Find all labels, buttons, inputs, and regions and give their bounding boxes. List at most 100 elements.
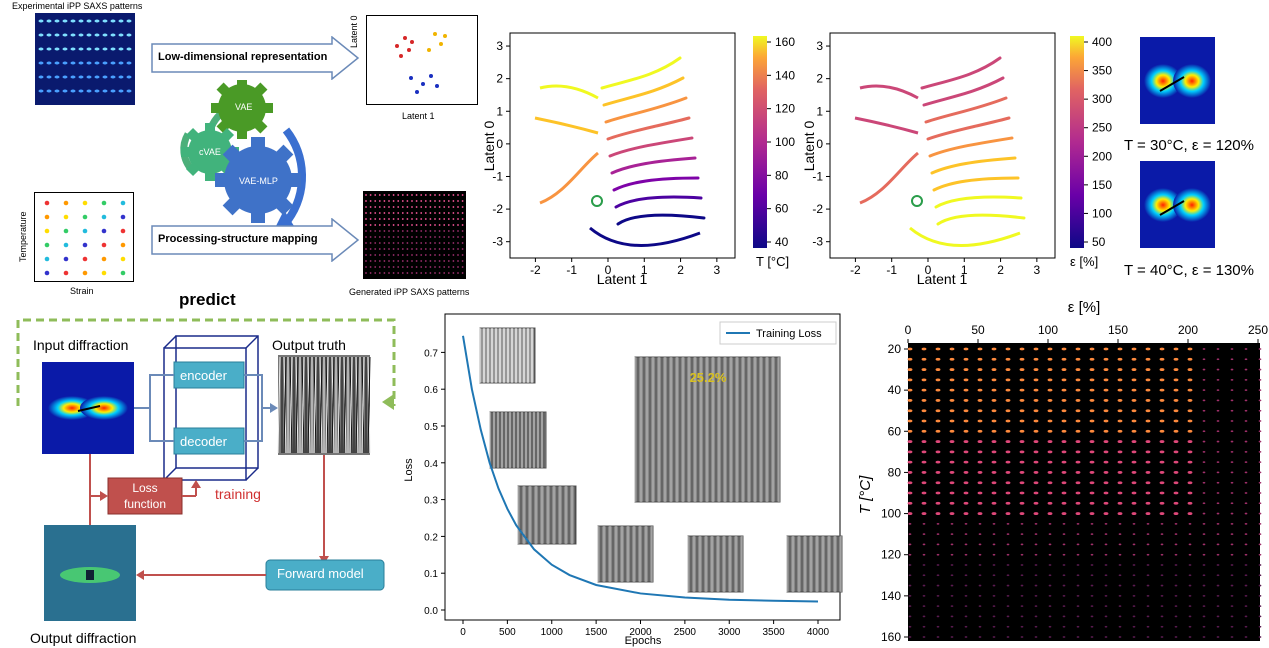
heatmap-dot bbox=[1159, 368, 1165, 371]
heatmap-dot bbox=[935, 399, 941, 402]
heatmap-dot bbox=[1174, 553, 1178, 556]
latent-curve bbox=[930, 156, 1017, 175]
heatmap-dot bbox=[1117, 501, 1123, 505]
heatmap-dot bbox=[1244, 440, 1248, 443]
heatmap-dot bbox=[1216, 409, 1220, 412]
generated-dot bbox=[383, 206, 386, 208]
ts-dot bbox=[120, 242, 126, 248]
generated-dot bbox=[388, 236, 390, 238]
heatmap-dot bbox=[1019, 471, 1025, 474]
heatmap-dot bbox=[935, 409, 941, 413]
heatmap-dot bbox=[964, 615, 968, 618]
heatmap-dot bbox=[964, 564, 968, 566]
heatmap-dot bbox=[1089, 419, 1095, 423]
generated-dot bbox=[461, 200, 464, 202]
heatmap-dot bbox=[1089, 357, 1095, 361]
heatmap-dot bbox=[1104, 553, 1108, 556]
heatmap-dot bbox=[907, 419, 913, 423]
x-tick-label: 3 bbox=[714, 263, 721, 277]
generated-dot bbox=[457, 260, 459, 262]
heatmap-dot bbox=[1048, 625, 1052, 628]
heatmap-dot bbox=[1061, 450, 1067, 454]
heatmap-x-tick-label: 0 bbox=[905, 323, 912, 337]
generated-dot bbox=[378, 236, 381, 238]
ts-dot bbox=[82, 200, 88, 206]
latent-curve bbox=[604, 96, 688, 124]
heatmap-dot bbox=[907, 388, 913, 392]
heatmap-dot bbox=[1173, 491, 1179, 495]
latent-t-ylabel: Latent 0 bbox=[481, 120, 497, 171]
heatmap-dot bbox=[1202, 594, 1206, 597]
generated-dot bbox=[383, 218, 386, 220]
heatmap-dot bbox=[1062, 625, 1066, 628]
cbar-tick-label: 350 bbox=[1092, 64, 1112, 78]
generated-dot bbox=[406, 230, 409, 232]
truth-stripe bbox=[349, 356, 353, 454]
latent-curve bbox=[534, 116, 599, 135]
heatmap-dot bbox=[949, 450, 955, 454]
heatmap-dot bbox=[1230, 399, 1234, 402]
generated-dot bbox=[452, 254, 455, 256]
generated-dot bbox=[424, 242, 427, 244]
exp-dot bbox=[86, 75, 92, 79]
latent-curve bbox=[928, 136, 1014, 158]
generated-dot bbox=[424, 266, 427, 268]
heatmap-dot bbox=[949, 409, 955, 413]
heatmap-dot bbox=[1173, 357, 1179, 361]
loss-function-label: Loss function bbox=[123, 481, 167, 511]
exp-dot bbox=[70, 33, 76, 37]
heatmap-dot bbox=[978, 533, 982, 536]
generated-dot bbox=[378, 224, 381, 226]
exp-dot bbox=[46, 47, 52, 51]
generated-dot bbox=[365, 248, 367, 250]
exp-dot bbox=[102, 61, 108, 65]
heatmap-dot bbox=[1216, 502, 1220, 505]
heatmap-dot bbox=[1173, 460, 1179, 464]
generated-dot bbox=[434, 248, 436, 250]
generated-dot bbox=[443, 242, 446, 244]
generated-dot bbox=[415, 266, 418, 268]
heatmap-dot bbox=[1118, 533, 1122, 536]
generated-dot bbox=[461, 206, 464, 208]
latent-t-cbar-label: T [°C] bbox=[756, 254, 789, 269]
heatmap-dot bbox=[1089, 388, 1095, 392]
heatmap-dot bbox=[935, 460, 941, 464]
heatmap-dot bbox=[1244, 636, 1248, 638]
ts-dot bbox=[101, 228, 107, 234]
heatmap-dot bbox=[1117, 440, 1123, 443]
generated-dot bbox=[392, 230, 395, 232]
heatmap-dot bbox=[1033, 357, 1039, 361]
generated-dot bbox=[452, 248, 455, 250]
heatmap-dot bbox=[1118, 584, 1122, 587]
generated-dot bbox=[374, 236, 377, 238]
heatmap-dot bbox=[1005, 471, 1011, 474]
generated-dot bbox=[369, 260, 372, 262]
generated-dot bbox=[429, 224, 432, 226]
encoder-label: encoder bbox=[180, 368, 227, 383]
heatmap-dot bbox=[1005, 357, 1011, 361]
heatmap-dot bbox=[1103, 388, 1109, 392]
latent-plot-temperature: -2 -1 0 1 2 3 3 2 1 0 -1 -2 -3 Latent 1 Latent 0 160… bbox=[481, 32, 795, 287]
truth-stripe bbox=[325, 356, 329, 454]
exp-dot bbox=[62, 89, 68, 93]
heatmap-dot bbox=[1034, 615, 1038, 618]
heatmap-dot bbox=[1230, 605, 1234, 608]
x-tick-label: 1 bbox=[641, 263, 648, 277]
generated-dot bbox=[392, 212, 395, 214]
heatmap-dot bbox=[1230, 512, 1234, 515]
heatmap-dot bbox=[1258, 378, 1262, 381]
generated-dot bbox=[443, 230, 446, 232]
vae-mlp-gear bbox=[215, 137, 301, 223]
heatmap-dot bbox=[1019, 378, 1025, 382]
generated-dot bbox=[457, 224, 459, 226]
y-tick-label: 3 bbox=[816, 39, 823, 53]
exp-dot bbox=[102, 75, 108, 79]
heatmap-dot bbox=[1020, 605, 1024, 608]
generated-dot bbox=[383, 272, 386, 274]
generated-dot bbox=[452, 266, 455, 268]
pattern-image-1 bbox=[1140, 37, 1215, 124]
heatmap-dot bbox=[1131, 471, 1137, 474]
heatmap-dot bbox=[1118, 522, 1122, 525]
heatmap-dot bbox=[1244, 409, 1248, 412]
heatmap-dot bbox=[1076, 584, 1080, 587]
